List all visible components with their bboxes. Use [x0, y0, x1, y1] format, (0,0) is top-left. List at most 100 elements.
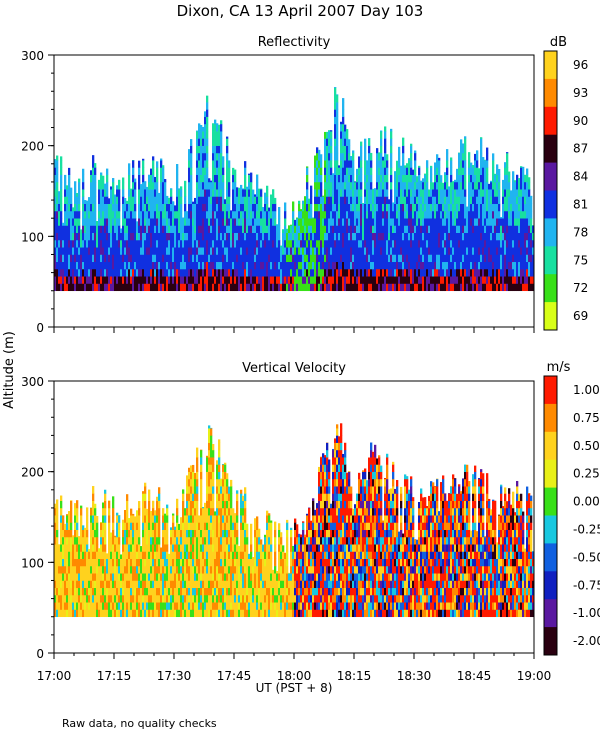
curtain-cell — [166, 225, 169, 233]
curtain-cell — [480, 247, 483, 255]
curtain-cell — [406, 261, 409, 270]
curtain-cell — [158, 261, 161, 270]
curtain-cell — [254, 210, 257, 219]
curtain-cell — [420, 180, 423, 183]
curtain-cell — [162, 247, 165, 255]
curtain-cell — [310, 254, 313, 263]
curtain-cell — [396, 167, 399, 175]
curtain-cell — [446, 225, 449, 233]
curtain-cell — [142, 587, 145, 596]
curtain-cell — [466, 232, 469, 241]
curtain-cell — [176, 268, 179, 277]
curtain-cell — [150, 573, 153, 581]
curtain-cell — [288, 261, 291, 270]
curtain-cell — [56, 189, 59, 197]
curtain-cell — [394, 196, 397, 204]
curtain-cell — [258, 276, 261, 284]
curtain-cell — [476, 167, 479, 175]
curtain-cell — [230, 210, 233, 212]
curtain-cell — [230, 232, 233, 241]
curtain-cell — [530, 254, 533, 263]
curtain-cell — [512, 225, 515, 233]
curtain-cell — [252, 261, 255, 270]
curtain-cell — [136, 536, 139, 545]
curtain-cell — [416, 189, 419, 197]
curtain-cell — [94, 558, 97, 567]
curtain-cell — [474, 283, 477, 292]
curtain-cell — [310, 189, 313, 197]
curtain-cell — [152, 565, 155, 574]
curtain-cell — [68, 515, 71, 523]
curtain-cell — [282, 283, 285, 292]
curtain-cell — [56, 283, 59, 292]
curtain-cell — [230, 218, 233, 226]
curtain-cell — [226, 203, 229, 212]
curtain-cell — [226, 276, 229, 284]
colorbar-label: 72 — [573, 281, 588, 295]
curtain-cell — [122, 189, 125, 197]
curtain-cell — [80, 558, 83, 567]
colorbar-segment — [544, 134, 557, 164]
curtain-cell — [332, 189, 335, 197]
curtain-cell — [228, 225, 231, 233]
curtain-cell — [92, 261, 95, 270]
curtain-cell — [260, 210, 263, 219]
curtain-cell — [330, 145, 333, 154]
curtain-cell — [454, 254, 457, 263]
curtain-cell — [140, 225, 143, 233]
curtain-cell — [178, 232, 181, 241]
curtain-cell — [290, 232, 293, 241]
curtain-cell — [188, 239, 191, 248]
curtain-cell — [126, 594, 129, 603]
curtain-cell — [146, 587, 149, 596]
curtain-cell — [154, 544, 157, 552]
curtain-cell — [76, 551, 79, 559]
curtain-cell — [166, 544, 169, 552]
curtain-cell — [100, 232, 103, 241]
curtain-cell — [76, 507, 79, 516]
curtain-cell — [108, 507, 111, 516]
curtain-cell — [112, 196, 115, 204]
curtain-cell — [172, 261, 175, 270]
curtain-cell — [234, 225, 237, 233]
curtain-cell — [130, 609, 133, 618]
curtain-cell — [450, 196, 453, 204]
curtain-cell — [150, 189, 153, 197]
curtain-cell — [150, 609, 153, 618]
curtain-cell — [446, 232, 449, 241]
curtain-cell — [276, 254, 279, 263]
curtain-cell — [142, 507, 145, 516]
curtain-cell — [128, 536, 131, 545]
curtain-cell — [106, 580, 109, 589]
curtain-cell — [498, 276, 501, 284]
curtain-cell — [250, 283, 253, 292]
curtain-cell — [478, 196, 481, 204]
curtain-cell — [56, 594, 59, 603]
curtain-cell — [498, 168, 501, 175]
curtain-cell — [226, 232, 229, 241]
curtain-cell — [236, 261, 239, 270]
curtain-cell — [320, 283, 323, 292]
curtain-cell — [324, 232, 327, 241]
curtain-cell — [76, 594, 79, 603]
curtain-cell — [94, 163, 97, 168]
curtain-cell — [302, 261, 305, 270]
curtain-cell — [324, 247, 327, 255]
curtain-cell — [202, 218, 205, 226]
curtain-cell — [464, 189, 467, 197]
curtain-cell — [436, 268, 439, 277]
curtain-cell — [128, 602, 131, 610]
curtain-cell — [332, 239, 335, 248]
curtain-cell — [322, 196, 325, 204]
curtain-cell — [338, 247, 341, 255]
curtain-cell — [224, 232, 227, 241]
curtain-cell — [310, 268, 313, 277]
curtain-cell — [172, 218, 175, 226]
curtain-cell — [98, 239, 101, 248]
curtain-cell — [426, 268, 429, 277]
curtain-cell — [118, 196, 121, 204]
curtain-cell — [68, 276, 71, 284]
curtain-cell — [112, 239, 115, 248]
curtain-cell — [202, 225, 205, 233]
curtain-cell — [454, 196, 457, 204]
